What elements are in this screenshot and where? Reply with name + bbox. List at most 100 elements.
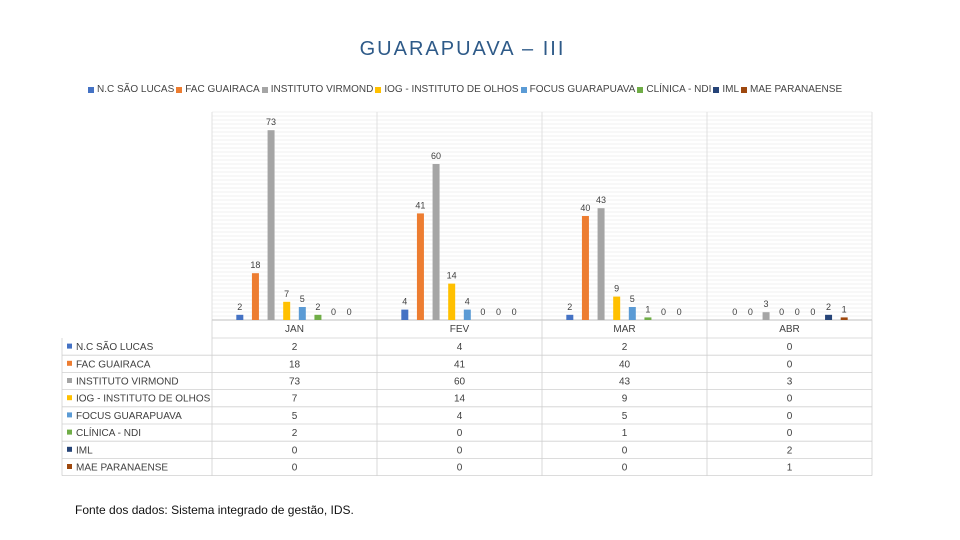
legend-swatch [713,86,720,93]
data-label: 0 [677,307,682,317]
table-series-label: CLÍNICA - NDI [76,426,141,439]
table-cell: 41 [454,359,466,370]
table-cell: 40 [619,359,631,370]
table-cell: 2 [292,342,298,353]
legend-swatch [261,86,268,93]
data-label: 2 [315,302,320,312]
bar [463,309,471,320]
table-cell: 0 [787,411,793,422]
data-label: 73 [266,117,276,127]
table-cell: 0 [292,463,298,474]
bar [840,317,848,320]
table-legend-key [67,378,72,383]
data-label: 0 [810,307,815,317]
table-cell: 4 [457,411,463,422]
legend-item: FAC GUAIRACA [176,84,260,95]
data-label: 2 [567,302,572,312]
table-cell: 5 [292,411,298,422]
data-label: 5 [300,294,305,304]
legend-label: FAC GUAIRACA [185,84,260,95]
table-cell: 60 [454,377,466,388]
table-cell: 9 [622,394,628,405]
data-label: 0 [779,307,784,317]
table-cell: 0 [787,342,793,353]
data-label: 5 [630,294,635,304]
bar [251,273,259,320]
bar [644,317,652,320]
table-series-label: N.C SÃO LUCAS [76,340,154,353]
legend-item: INSTITUTO VIRMOND [261,84,374,95]
chart-legend: N.C SÃO LUCAS FAC GUAIRACA INSTITUTO VIRMO… [88,84,888,98]
data-label: 0 [795,307,800,317]
data-label: 0 [748,307,753,317]
legend-label: CLÍNICA - NDI [646,84,712,95]
legend-label: N.C SÃO LUCAS [97,84,175,95]
legend-item: MAE PARANAENSE [741,84,842,95]
table-cell: 1 [787,463,793,474]
data-label: 9 [614,284,619,294]
table-cell: 3 [787,377,793,388]
bar [314,314,322,320]
table-cell: 0 [787,394,793,405]
data-label: 1 [645,304,650,314]
table-cell: 7 [292,394,298,405]
table-cell: 0 [622,463,628,474]
data-label: 40 [580,203,590,213]
legend-label: IOG - INSTITUTO DE OLHOS [384,84,519,95]
bar [298,307,306,320]
table-cell: 2 [787,445,793,456]
legend-item: IOG - INSTITUTO DE OLHOS [375,84,519,95]
bar [613,296,621,320]
table-series-label: FAC GUAIRACA [76,359,151,370]
data-label: 4 [465,297,470,307]
bar [448,283,456,320]
table-cell: 0 [292,445,298,456]
table-cell: 0 [457,463,463,474]
bar [628,307,636,320]
legend-label: IML [722,84,740,95]
chart-title: GUARAPUAVA – III [359,38,566,60]
data-label: 1 [842,304,847,314]
legend-swatch [637,86,644,93]
data-label: 14 [447,271,457,281]
category-label: FEV [450,324,470,335]
table-series-label: IOG - INSTITUTO DE OLHOS [76,394,211,405]
table-cell: 4 [457,342,463,353]
table-cell: 0 [787,428,793,439]
table-legend-key [67,429,72,435]
table-cell: 18 [289,359,301,370]
legend-swatch [741,86,748,93]
table-cell: 0 [457,428,463,439]
source-note: Fonte dos dados: Sistema integrado de ge… [75,503,354,517]
table-legend-key [67,395,72,401]
data-label: 60 [431,151,441,161]
bar [825,314,833,320]
category-label: MAR [613,324,635,335]
bar [597,208,605,320]
data-label: 4 [402,297,407,307]
legend-label: INSTITUTO VIRMOND [270,84,374,95]
data-label: 0 [512,307,517,317]
table-cell: 0 [787,359,793,370]
data-label: 41 [415,200,425,210]
data-label: 0 [661,307,666,317]
table-cell: 2 [292,428,298,439]
table-cell: 14 [454,394,466,405]
legend-label: FOCUS GUARAPUAVA [529,84,636,95]
data-label: 0 [480,307,485,317]
data-label: 0 [496,307,501,317]
category-label: ABR [779,324,800,335]
data-label: 43 [596,195,606,205]
table-cell: 0 [457,445,463,456]
data-label: 0 [331,307,336,317]
data-label: 2 [237,302,242,312]
bar [236,314,244,320]
legend-item: N.C SÃO LUCAS [88,84,174,95]
table-series-label: MAE PARANAENSE [76,463,168,474]
bar [401,309,409,320]
bar [432,164,440,320]
table-cell: 5 [622,411,628,422]
data-label: 0 [732,307,737,317]
table-series-label: INSTITUTO VIRMOND [76,377,179,388]
